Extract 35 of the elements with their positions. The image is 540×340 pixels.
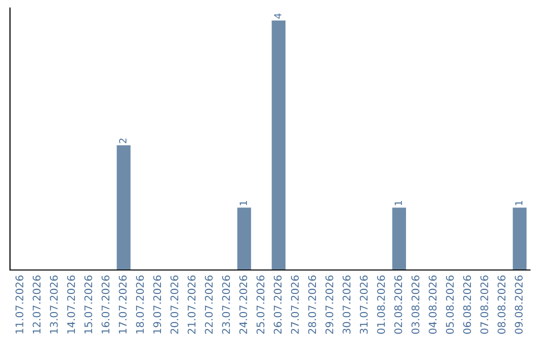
- x-tick-label: 14.07.2026: [67, 276, 76, 334]
- x-tick-label: 29.07.2026: [325, 276, 334, 334]
- x-tick-label: 06.08.2026: [463, 276, 472, 334]
- x-tick-label: 23.07.2026: [222, 276, 230, 334]
- x-tick-label: 04.08.2026: [428, 276, 437, 334]
- x-tick-label: 30.07.2026: [342, 276, 351, 334]
- data-label: 1: [240, 200, 247, 206]
- x-tick-label: 31.07.2026: [360, 276, 368, 334]
- x-tick-label: 13.07.2026: [50, 276, 58, 334]
- x-tick-label: 12.07.2026: [32, 276, 41, 334]
- x-tick-label: 08.08.2026: [498, 276, 506, 334]
- x-tick-label: 17.07.2026: [118, 276, 127, 334]
- x-tick-label: 25.07.2026: [256, 276, 264, 334]
- x-tick-label: 21.07.2026: [188, 276, 196, 334]
- x-tick-label: 24.07.2026: [239, 276, 248, 334]
- x-tick-label: 05.08.2026: [446, 276, 454, 334]
- x-tick-label: 01.08.2026: [377, 276, 385, 334]
- x-tick-label: 03.08.2026: [412, 276, 420, 334]
- x-tick-label: 20.07.2026: [170, 276, 178, 334]
- data-label: 1: [394, 200, 402, 206]
- x-tick-label: 16.07.2026: [102, 276, 110, 334]
- data-label: 2: [119, 138, 126, 144]
- x-tick-label: 19.07.2026: [153, 276, 162, 334]
- x-tick-label: 26.07.2026: [274, 276, 282, 334]
- x-tick-label: 09.08.2026: [514, 276, 523, 334]
- x-tick-label: 11.07.2026: [15, 276, 24, 334]
- x-tick-label: 22.07.2026: [204, 276, 213, 334]
- x-tick-label: 27.07.2026: [290, 276, 299, 334]
- x-tick-label: 15.07.2026: [84, 276, 92, 334]
- x-tick-label: 07.08.2026: [480, 276, 488, 334]
- x-tick-label: 18.07.2026: [136, 276, 144, 334]
- x-tick-label: 28.07.2026: [308, 276, 316, 334]
- x-tick-label: 02.08.2026: [394, 276, 402, 334]
- data-label: 4: [274, 13, 282, 19]
- data-label: 1: [515, 200, 522, 206]
